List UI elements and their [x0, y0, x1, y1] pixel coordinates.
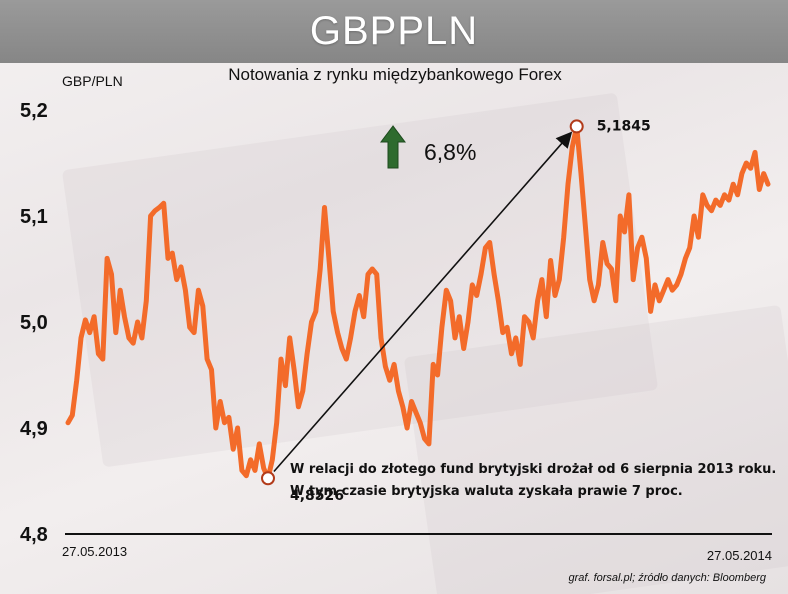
chart-title: Notowania z rynku międzybankowego Forex [228, 65, 562, 84]
line-chart: Notowania z rynku międzybankowego Forex … [20, 65, 776, 584]
x-start-label: 27.05.2013 [62, 544, 127, 559]
trend-arrow-line [273, 131, 573, 473]
change-percent-label: 6,8% [424, 139, 476, 165]
y-tick-label: 4,9 [20, 418, 48, 440]
low-point-label: 4,8526 [290, 488, 344, 504]
y-axis-ticks: 5,2 5,1 5,0 4,9 4,8 [20, 100, 48, 546]
series-line [65, 123, 771, 481]
header-title: GBPPLN [309, 9, 479, 53]
y-tick-label: 5,2 [20, 100, 48, 122]
y-tick-label: 5,1 [20, 206, 48, 228]
y-tick-label: 5,0 [20, 312, 48, 334]
x-end-label: 27.05.2014 [707, 548, 772, 563]
low-point-marker [261, 471, 275, 486]
header-banner: GBPPLN [0, 0, 788, 63]
up-arrow-icon [380, 125, 406, 169]
high-point-label: 5,1845 [597, 118, 651, 134]
source-credit: graf. forsal.pl; źródło danych: Bloomber… [569, 572, 767, 584]
note-line-2: W tym czasie brytyjska waluta zyskała pr… [290, 484, 683, 499]
note-line-1: W relacji do złotego fund brytyjski droż… [290, 462, 776, 477]
high-point-marker [569, 119, 584, 134]
y-tick-label: 4,8 [20, 524, 48, 546]
y-axis-label: GBP/PLN [62, 73, 123, 89]
